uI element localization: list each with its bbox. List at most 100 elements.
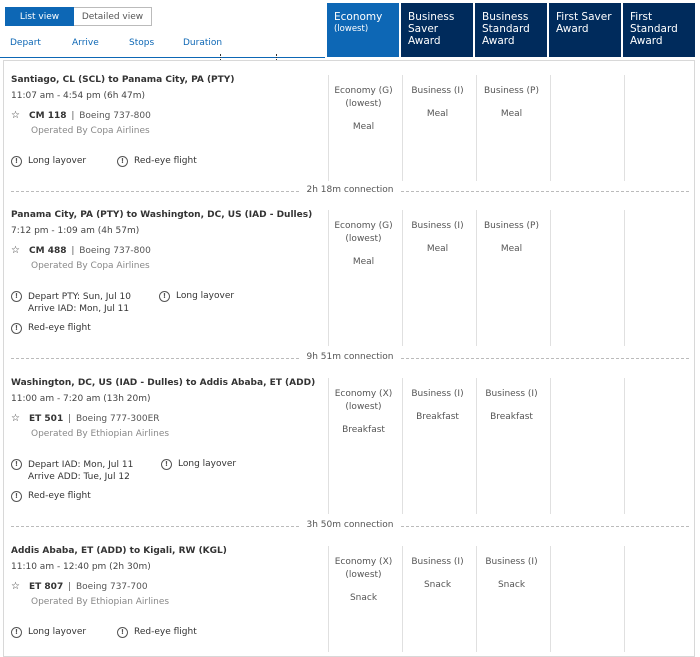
note-text: Long layover [178,459,237,469]
flight-number[interactable]: CM 118 [29,111,67,121]
cabin-label: Economy (G) [334,221,393,231]
warning-icon: ! [11,627,22,638]
aircraft-type: Boeing 737-800 [79,111,151,121]
fare-cell[interactable]: Business (I) Breakfast [476,378,546,514]
fare-cell[interactable]: Business (I) Meal [402,75,472,181]
operated-by: Operated By Copa Airlines [31,261,150,271]
detailed-view-button[interactable]: Detailed view [74,7,152,26]
itinerary-panel: Santiago, CL (SCL) to Panama City, PA (P… [3,60,695,657]
note-text: Red-eye flight [28,323,91,333]
fare-column-label: Business Saver Award [408,11,455,47]
fare-cell-empty [550,378,620,514]
cabin-label: Economy (X) [334,389,393,399]
aircraft-type: Boeing 737-800 [79,246,151,256]
flight-number[interactable]: ET 501 [29,414,64,424]
fare-cell-empty [624,75,694,181]
cabin-label: Business (P) [484,221,539,231]
fare-cell[interactable]: Business (I) Snack [476,546,546,652]
date-change-note: ! Depart IAD: Mon, Jul 11 Arrive ADD: Tue,… [11,459,133,483]
segment-times: 11:07 am - 4:54 pm (6h 47m) [11,91,145,101]
view-toggle: List view Detailed view [5,7,152,26]
warning-icon: ! [11,156,22,167]
note-text: Long layover [28,156,87,166]
meal-label: Meal [352,257,375,267]
sort-tab-stops[interactable]: Stops [129,38,155,48]
fare-cell-empty [624,546,694,652]
fare-cell-empty [550,210,620,346]
fare-column-first-saver[interactable]: First Saver Award [549,3,621,57]
fare-cell[interactable]: Economy (G) (lowest) Meal [328,75,398,181]
warning-icon: ! [117,156,128,167]
fare-cell[interactable]: Economy (X) (lowest) Breakfast [328,378,398,514]
fare-column-business-standard[interactable]: Business Standard Award [475,3,547,57]
separator: | [68,246,78,256]
header: List view Detailed view Depart Arrive St… [0,0,700,60]
fare-cell[interactable]: Economy (G) (lowest) Meal [328,210,398,346]
warning-icon: ! [11,291,22,302]
cabin-label: Business (I) [411,86,464,96]
cabin-sublabel: (lowest) [345,570,382,580]
meal-label: Snack [423,580,452,590]
fare-column-business-saver[interactable]: Business Saver Award [401,3,473,57]
meal-label: Breakfast [490,412,533,422]
cabin-label: Business (I) [485,389,538,399]
fare-cell[interactable]: Business (I) Meal [402,210,472,346]
separator: | [65,582,74,592]
cabin-class: Economy (X) (lowest) [329,388,398,414]
red-eye-note: ! Red-eye flight [11,491,91,502]
meal-label: Meal [426,244,449,254]
note-text: Red-eye flight [134,627,197,637]
fare-column-label: First Saver Award [556,11,612,35]
segment-route: Santiago, CL (SCL) to Panama City, PA (P… [11,75,235,85]
fare-cell[interactable]: Business (I) Snack [402,546,472,652]
fare-column-sublabel: (lowest) [334,24,369,34]
fare-cell-empty [550,75,620,181]
note-text: Long layover [176,291,235,301]
sort-tab-depart[interactable]: Depart [10,38,41,48]
note-text: Long layover [28,627,87,637]
long-layover-note: ! Long layover [11,156,86,167]
fare-cell[interactable]: Business (P) Meal [476,210,546,346]
connection-divider: 2h 18m connection [11,185,689,197]
sort-mark [220,54,222,60]
fare-cell[interactable]: Business (P) Meal [476,75,546,181]
fare-cell[interactable]: Economy (X) (lowest) Snack [328,546,398,652]
cabin-label: Business (I) [411,389,464,399]
arrive-date: Arrive IAD: Mon, Jul 11 [28,304,130,314]
cabin-class: Economy (G) (lowest) [329,220,398,246]
fare-column-label: First Standard Award [630,11,678,47]
segment-route: Panama City, PA (PTY) to Washington, DC,… [11,210,313,220]
star-icon[interactable]: ☆ [11,110,20,121]
red-eye-note: ! Red-eye flight [11,323,91,334]
star-icon[interactable]: ☆ [11,413,20,424]
cabin-label: Business (I) [485,557,538,567]
flight-segment: Santiago, CL (SCL) to Panama City, PA (P… [4,75,694,181]
warning-icon: ! [11,323,22,334]
note-lines: Depart IAD: Mon, Jul 11 Arrive ADD: Tue, … [28,459,133,483]
flight-number[interactable]: ET 807 [29,582,64,592]
segment-times: 7:12 pm - 1:09 am (4h 57m) [11,226,140,236]
warning-icon: ! [117,627,128,638]
fare-cell[interactable]: Business (I) Breakfast [402,378,472,514]
cabin-sublabel: (lowest) [345,234,382,244]
flight-line: ☆ CM 488 | Boeing 737-800 [11,245,151,256]
fare-column-first-standard[interactable]: First Standard Award [623,3,695,57]
star-icon[interactable]: ☆ [11,581,20,592]
segment-info: Panama City, PA (PTY) to Washington, DC,… [11,210,321,346]
star-icon[interactable]: ☆ [11,245,20,256]
sort-tab-arrive[interactable]: Arrive [72,38,99,48]
flight-number[interactable]: CM 488 [29,246,67,256]
list-view-button[interactable]: List view [5,7,74,26]
cabin-label: Business (I) [411,221,464,231]
flight-segment: Panama City, PA (PTY) to Washington, DC,… [4,210,694,346]
segment-times: 11:00 am - 7:20 am (13h 20m) [11,394,151,404]
warning-icon: ! [161,459,172,470]
sort-tab-duration[interactable]: Duration [183,38,223,48]
flight-line: ☆ ET 807 | Boeing 737-700 [11,581,148,592]
note-lines: Depart PTY: Sun, Jul 10 Arrive IAD: Mon, … [28,291,131,315]
fare-column-economy[interactable]: Economy (lowest) [327,3,399,57]
note-text: Red-eye flight [28,491,91,501]
long-layover-note: ! Long layover [11,627,86,638]
long-layover-note: ! Long layover [161,459,236,470]
segment-info: Santiago, CL (SCL) to Panama City, PA (P… [11,75,321,181]
